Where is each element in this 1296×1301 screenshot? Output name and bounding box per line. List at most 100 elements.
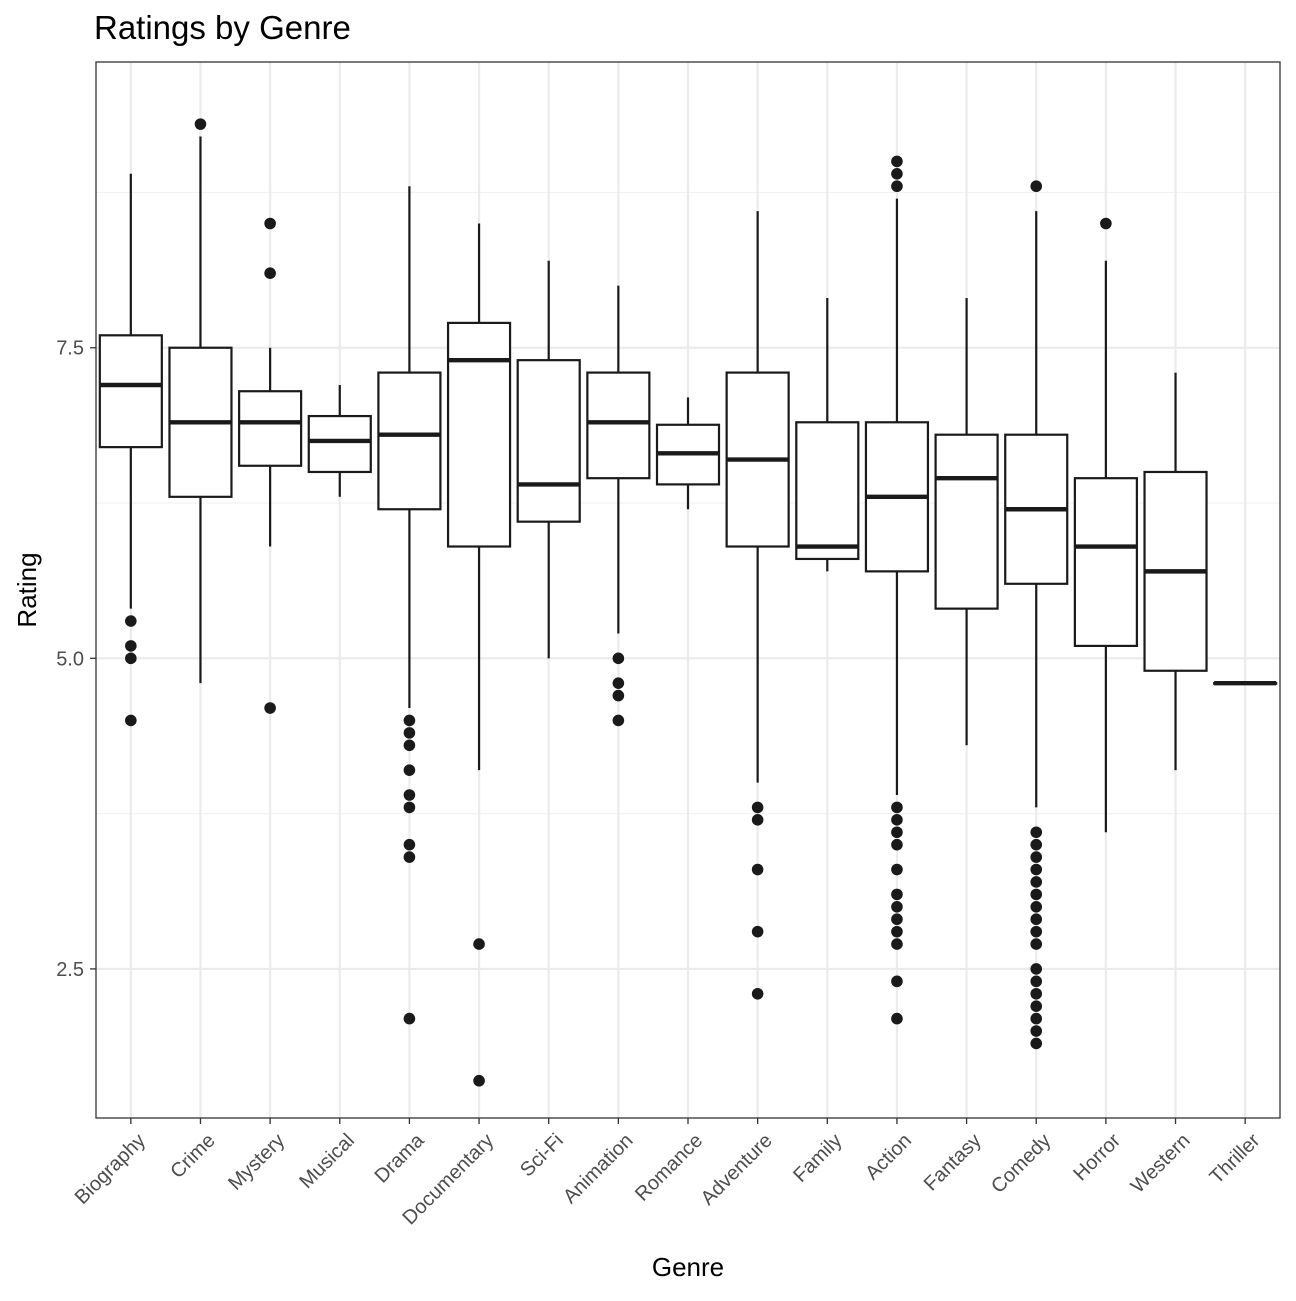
outlier-point bbox=[891, 863, 903, 876]
outlier-point bbox=[403, 714, 416, 727]
outlier-point bbox=[403, 801, 416, 814]
outlier-point bbox=[403, 789, 416, 801]
box-iqr bbox=[516, 359, 581, 523]
outlier-point bbox=[1030, 1012, 1043, 1025]
box-iqr bbox=[1073, 477, 1138, 648]
outlier-point bbox=[264, 702, 276, 714]
outlier-point bbox=[1030, 888, 1043, 901]
outlier-point bbox=[891, 888, 903, 901]
box-iqr bbox=[934, 433, 999, 610]
y-tick-label: 7.5 bbox=[56, 338, 84, 360]
outlier-point bbox=[891, 801, 903, 814]
box-iqr bbox=[795, 421, 860, 561]
outlier-point bbox=[891, 180, 903, 193]
outlier-point bbox=[1030, 838, 1043, 851]
outlier-point bbox=[891, 925, 903, 938]
outlier-point bbox=[891, 913, 903, 926]
outlier-point bbox=[1030, 876, 1043, 888]
box-drama bbox=[377, 186, 442, 1025]
outlier-point bbox=[403, 838, 416, 851]
outlier-point bbox=[891, 155, 903, 168]
outlier-point bbox=[612, 689, 625, 702]
outlier-point bbox=[751, 925, 764, 938]
outlier-point bbox=[125, 652, 137, 665]
outlier-point bbox=[125, 615, 137, 627]
outlier-point bbox=[473, 1074, 485, 1087]
outlier-point bbox=[891, 168, 903, 180]
outlier-point bbox=[891, 838, 903, 851]
box-fantasy bbox=[934, 298, 999, 746]
box-sci-fi bbox=[516, 260, 581, 659]
box-comedy bbox=[1004, 180, 1069, 1050]
box-musical bbox=[307, 385, 372, 497]
chart-title: Ratings by Genre bbox=[94, 9, 351, 46]
outlier-point bbox=[891, 1012, 903, 1025]
outlier-point bbox=[1030, 826, 1043, 839]
box-iqr bbox=[377, 371, 442, 511]
box-thriller bbox=[1213, 680, 1278, 686]
box-mystery bbox=[238, 217, 303, 714]
outlier-point bbox=[1030, 1037, 1043, 1050]
y-tick-label: 5.0 bbox=[56, 648, 84, 670]
outlier-point bbox=[751, 814, 764, 826]
box-romance bbox=[655, 397, 721, 510]
outlier-point bbox=[751, 863, 764, 876]
box-iqr bbox=[238, 390, 303, 467]
box-documentary bbox=[446, 223, 512, 1087]
box-biography bbox=[98, 173, 163, 727]
outlier-point bbox=[1100, 217, 1112, 230]
x-axis-title: Genre bbox=[652, 1252, 724, 1282]
outlier-point bbox=[1030, 925, 1043, 938]
outlier-point bbox=[403, 727, 416, 739]
outlier-point bbox=[1030, 901, 1043, 913]
outlier-point bbox=[1030, 1025, 1043, 1037]
outlier-point bbox=[1030, 975, 1043, 988]
outlier-point bbox=[403, 764, 416, 776]
outlier-point bbox=[751, 987, 764, 1000]
box-action bbox=[864, 155, 930, 1025]
box-family bbox=[795, 298, 860, 572]
outlier-point bbox=[751, 801, 764, 814]
outlier-point bbox=[1030, 180, 1043, 193]
outlier-point bbox=[891, 826, 903, 839]
outlier-point bbox=[125, 640, 137, 652]
box-crime bbox=[168, 118, 233, 684]
outlier-point bbox=[891, 901, 903, 913]
outlier-point bbox=[403, 1012, 416, 1025]
outlier-point bbox=[891, 975, 903, 988]
box-iqr bbox=[98, 334, 163, 449]
box-adventure bbox=[725, 211, 790, 1000]
outlier-point bbox=[1030, 938, 1043, 950]
outlier-point bbox=[891, 938, 903, 950]
outlier-point bbox=[612, 652, 625, 665]
y-tick-label: 2.5 bbox=[56, 959, 84, 981]
outlier-point bbox=[473, 938, 485, 950]
outlier-point bbox=[1030, 1000, 1043, 1012]
outlier-point bbox=[403, 739, 416, 752]
outlier-point bbox=[1030, 987, 1043, 1000]
outlier-point bbox=[612, 714, 625, 727]
outlier-point bbox=[403, 851, 416, 863]
outlier-point bbox=[891, 814, 903, 826]
outlier-point bbox=[1030, 913, 1043, 926]
outlier-point bbox=[264, 217, 276, 230]
box-horror bbox=[1073, 217, 1138, 833]
outlier-point bbox=[612, 677, 625, 689]
box-iqr bbox=[446, 321, 512, 548]
outlier-point bbox=[1030, 851, 1043, 863]
boxes bbox=[98, 118, 1278, 1087]
box-western bbox=[1143, 372, 1208, 771]
box-iqr bbox=[586, 371, 651, 480]
outlier-point bbox=[125, 714, 137, 727]
outlier-point bbox=[264, 267, 276, 280]
outlier-point bbox=[1030, 963, 1043, 975]
outlier-point bbox=[1030, 863, 1043, 876]
y-axis: 2.5 5.0 7.5 bbox=[56, 338, 96, 981]
outlier-point bbox=[194, 118, 207, 130]
box-iqr bbox=[307, 414, 372, 474]
y-axis-title: Rating bbox=[12, 552, 42, 627]
box-animation bbox=[586, 285, 651, 727]
